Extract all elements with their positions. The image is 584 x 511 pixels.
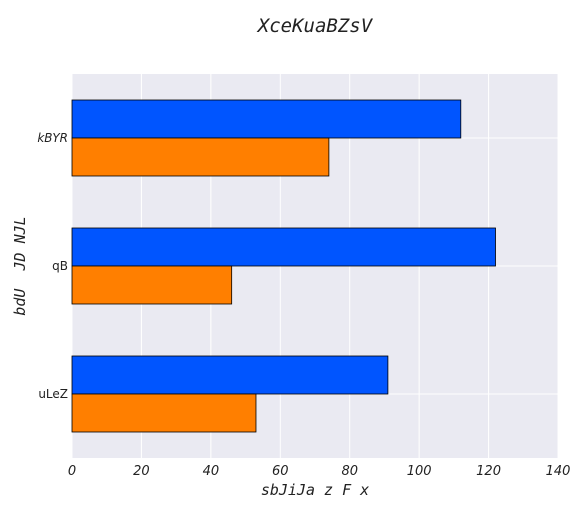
x-tick-label: 80 (341, 464, 358, 479)
x-tick-label: 120 (476, 464, 501, 479)
bar-qB-series-1 (71, 227, 496, 267)
x-tick-label: 140 (546, 464, 571, 479)
bar-kBYR-series-1 (71, 99, 462, 139)
y-tick-label: qB (52, 259, 68, 273)
x-tick-labels: 0 20 40 60 80 100 120 140 (68, 464, 571, 479)
bar-kBYR-series-2 (71, 137, 330, 177)
x-tick-label: 60 (272, 464, 289, 479)
y-tick-label: kBYR (37, 131, 68, 145)
x-axis-label: sbJiJa z F x (261, 481, 369, 499)
chart-title: XceKuaBZsV (256, 15, 374, 37)
bar-uLeZ-series-1 (71, 355, 389, 395)
bar-uLeZ-series-2 (71, 393, 257, 433)
x-tick-label: 20 (133, 464, 150, 479)
y-tick-labels: kBYR qB uLeZ (37, 131, 68, 401)
x-tick-label: 0 (68, 464, 76, 479)
y-axis-label: bdU JD NJL (11, 216, 29, 315)
bars (71, 99, 496, 433)
y-tick-label: uLeZ (38, 387, 68, 401)
bar-qB-series-2 (71, 265, 233, 305)
x-tick-label: 100 (407, 464, 432, 479)
x-tick-label: 40 (203, 464, 220, 479)
